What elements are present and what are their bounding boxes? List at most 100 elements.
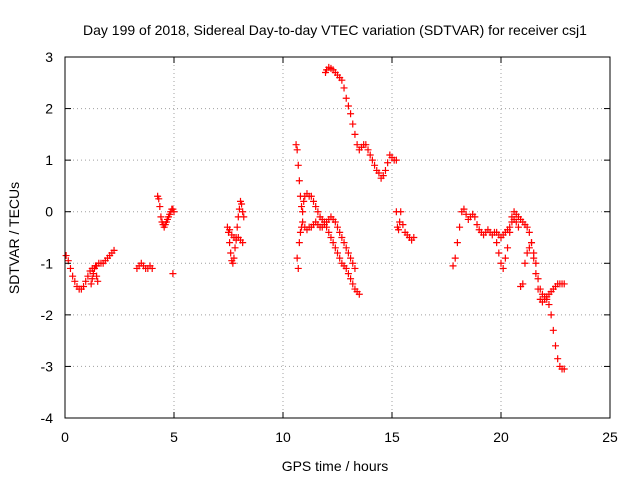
data-point — [338, 76, 346, 84]
data-point — [514, 223, 522, 231]
data-point — [497, 259, 505, 267]
data-point — [362, 141, 370, 149]
data-point — [240, 213, 248, 221]
data-point — [344, 102, 352, 110]
data-point — [532, 270, 540, 278]
data-point — [331, 244, 339, 252]
data-point — [525, 228, 533, 236]
data-point — [549, 326, 557, 334]
data-point — [355, 290, 363, 298]
data-point — [169, 270, 177, 278]
data-point — [88, 275, 96, 283]
data-point — [493, 239, 501, 247]
data-point — [536, 285, 544, 293]
data-point — [226, 239, 234, 247]
data-point — [292, 141, 300, 149]
data-point — [148, 264, 156, 272]
data-point — [395, 226, 403, 234]
data-point — [501, 254, 509, 262]
data-point — [375, 169, 383, 177]
x-tick-label: 10 — [275, 429, 291, 445]
x-tick-label: 25 — [602, 429, 618, 445]
data-point — [295, 177, 303, 185]
data-point — [495, 249, 503, 257]
data-point — [560, 365, 568, 373]
data-point — [523, 249, 531, 257]
axis-ticks: 0 5 10 15 20 25 -4 -3 -2 -1 0 1 2 3 — [41, 49, 618, 445]
data-point — [314, 208, 322, 216]
data-point — [294, 161, 302, 169]
data-point — [239, 239, 247, 247]
y-tick-label: -1 — [41, 255, 54, 271]
series-seg2 — [133, 259, 156, 272]
data-point — [312, 203, 320, 211]
data-point — [528, 239, 536, 247]
data-point — [521, 259, 529, 267]
data-point — [530, 249, 538, 257]
data-point — [451, 254, 459, 262]
data-point — [231, 244, 239, 252]
data-point — [92, 262, 100, 270]
data-point — [80, 282, 88, 290]
x-tick-label: 20 — [493, 429, 509, 445]
y-tick-label: 3 — [45, 49, 53, 65]
data-point — [384, 159, 392, 167]
data-point — [334, 249, 341, 257]
grid — [65, 57, 610, 418]
y-tick-label: 1 — [45, 152, 53, 168]
y-tick-label: -3 — [41, 358, 54, 374]
data-point — [66, 264, 74, 272]
y-tick-label: -4 — [41, 410, 54, 426]
data-point — [353, 141, 361, 149]
data-point — [552, 342, 559, 350]
data-point — [334, 223, 341, 231]
x-tick-label: 0 — [61, 429, 69, 445]
series-seg3b — [169, 270, 177, 278]
data-point — [84, 272, 92, 280]
data-point — [62, 252, 70, 260]
x-axis-label: GPS time / hours — [282, 458, 389, 474]
data-point — [325, 228, 333, 236]
data-point — [298, 203, 306, 211]
data-point — [543, 295, 551, 303]
series-seg6 — [322, 63, 400, 182]
data-point — [545, 301, 553, 309]
plot-frame — [64, 56, 611, 419]
data-point — [525, 244, 533, 252]
data-point — [449, 262, 457, 270]
data-point — [344, 249, 352, 257]
series-seg7 — [392, 208, 418, 244]
y-tick-label: 0 — [45, 204, 53, 220]
data-point — [296, 228, 304, 236]
data-point — [170, 208, 178, 216]
data-point — [110, 246, 118, 254]
data-point — [512, 218, 520, 226]
data-point — [347, 110, 355, 118]
data-point — [473, 221, 481, 229]
data-point — [349, 280, 357, 288]
data-point — [230, 254, 238, 262]
data-point — [155, 195, 163, 203]
data-point — [453, 239, 461, 247]
data-point — [351, 130, 359, 138]
data-point — [471, 213, 479, 221]
data-point — [381, 166, 389, 174]
data-point — [87, 280, 95, 288]
data-point — [410, 234, 418, 241]
data-point — [342, 94, 350, 102]
data-point — [519, 280, 527, 288]
data-point — [397, 208, 405, 216]
data-point — [462, 210, 470, 218]
data-point — [347, 275, 355, 283]
data-point — [364, 146, 372, 154]
y-axis-label: SDTVAR / TECUs — [6, 182, 22, 294]
data-point — [239, 208, 247, 216]
data-point — [299, 208, 307, 216]
data-point — [93, 272, 101, 280]
data-point — [399, 221, 407, 229]
data-point — [295, 239, 303, 247]
data-point — [336, 254, 344, 262]
data-point — [560, 280, 568, 288]
data-point — [340, 84, 348, 92]
